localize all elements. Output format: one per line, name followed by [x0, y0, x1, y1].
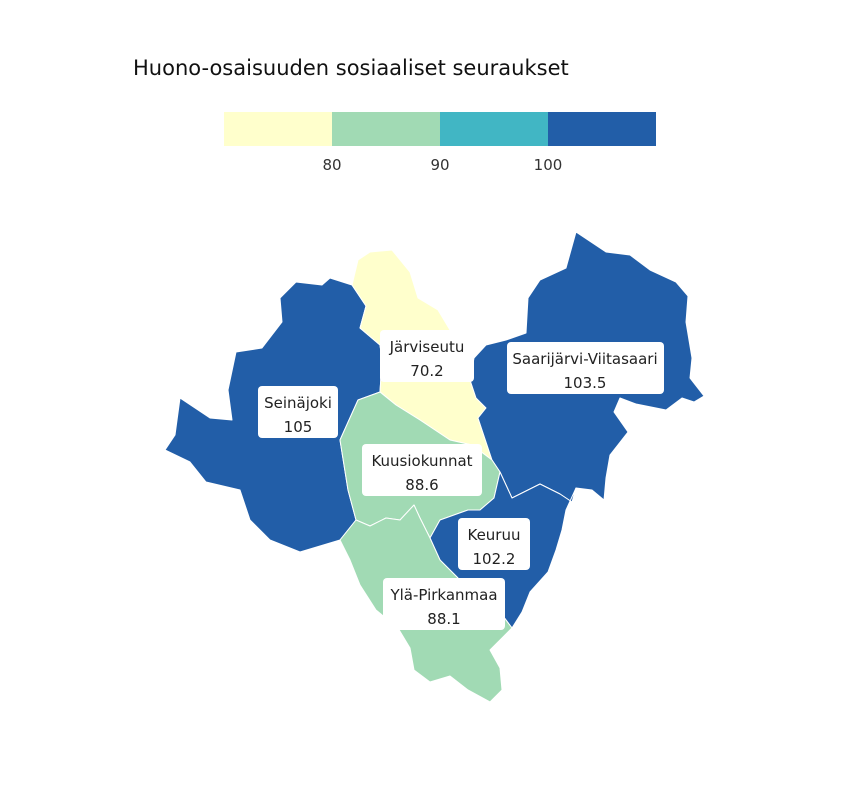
legend-swatch-2	[332, 112, 440, 146]
legend-tick-80: 80	[322, 156, 341, 174]
label-box	[383, 578, 505, 630]
region-name: Saarijärvi-Viitasaari	[512, 350, 657, 368]
region-value: 102.2	[473, 550, 516, 568]
legend-swatch-3	[440, 112, 548, 146]
region-value: 103.5	[564, 374, 607, 392]
legend-tick-90: 90	[430, 156, 449, 174]
label-seinajoki: Seinäjoki 105	[258, 386, 338, 438]
region-value: 88.6	[405, 476, 438, 494]
region-name: Ylä-Pirkanmaa	[389, 586, 497, 604]
region-name: Seinäjoki	[264, 394, 332, 412]
label-jarviseutu: Järviseutu 70.2	[380, 330, 474, 382]
label-saarijarvi: Saarijärvi-Viitasaari 103.5	[507, 342, 664, 394]
legend-swatch-4	[548, 112, 656, 146]
region-name: Järviseutu	[389, 338, 465, 356]
legend-swatch-1	[224, 112, 332, 146]
region-name: Kuusiokunnat	[371, 452, 472, 470]
region-value: 70.2	[410, 362, 443, 380]
label-yla-pirkanmaa: Ylä-Pirkanmaa 88.1	[383, 578, 505, 630]
label-keuruu: Keuruu 102.2	[458, 518, 530, 570]
region-value: 105	[284, 418, 313, 436]
label-box	[362, 444, 482, 496]
legend-tick-100: 100	[534, 156, 563, 174]
region-value: 88.1	[427, 610, 460, 628]
label-box	[380, 330, 474, 382]
map-title: Huono-osaisuuden sosiaaliset seuraukset	[133, 56, 569, 80]
legend: 80 90 100	[224, 112, 656, 174]
region-labels: Seinäjoki 105 Järviseutu 70.2 Saarijärvi…	[258, 330, 664, 630]
label-box	[258, 386, 338, 438]
region-name: Keuruu	[467, 526, 520, 544]
label-box	[507, 342, 664, 394]
label-kuusiokunnat: Kuusiokunnat 88.6	[362, 444, 482, 496]
label-box	[458, 518, 530, 570]
